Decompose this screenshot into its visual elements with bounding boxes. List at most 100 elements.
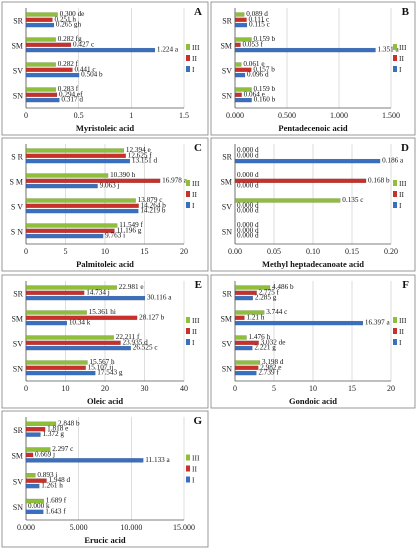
data-label: 1.948 d bbox=[49, 476, 71, 484]
data-label: 3.032 de bbox=[261, 338, 286, 346]
data-label: 15.567 h bbox=[89, 358, 115, 366]
legend-label: I bbox=[399, 338, 402, 347]
bar-III bbox=[234, 310, 265, 315]
data-label: 0.000 d bbox=[237, 146, 259, 154]
bar-II bbox=[234, 17, 247, 22]
data-label: 13.151 d bbox=[132, 157, 158, 165]
tick-label: 0.00 bbox=[228, 247, 242, 256]
category-label: SN bbox=[222, 92, 232, 101]
data-label: 0.441 c bbox=[74, 65, 95, 73]
panel-E: 0 10 20 30 40 SR 22.981 e 14.734 j 30.116 a SM 15.… bbox=[1, 274, 209, 409]
data-label: 0.000 d bbox=[237, 226, 259, 234]
bar-II bbox=[25, 315, 138, 320]
bar-II bbox=[25, 178, 161, 183]
data-label: 1.261 h bbox=[41, 482, 63, 490]
category-label: SM bbox=[220, 315, 232, 324]
x-axis-title: Palmitoleic acid bbox=[76, 259, 134, 269]
panel-A: 0 0.5 1 1.5 SR 0.300 de0.251 h0.265 gh SM 0.282… bbox=[1, 1, 209, 136]
legend-swatch bbox=[393, 328, 397, 334]
bar-III bbox=[25, 37, 56, 42]
bar-I bbox=[25, 97, 60, 103]
bar-I bbox=[25, 295, 146, 301]
panel-B: 0.000 0.500 1.000 1.500 SR 0.089 d0.111 c0.11… bbox=[210, 1, 416, 136]
data-label: 2.982 e bbox=[260, 363, 281, 371]
data-label: 0.294 ef bbox=[59, 90, 83, 98]
legend-label: I bbox=[192, 65, 195, 74]
data-label: 12.394 e bbox=[126, 146, 151, 154]
data-label: 1.224 a bbox=[157, 46, 179, 54]
bar-III bbox=[25, 335, 114, 340]
legend-label: II bbox=[192, 327, 197, 336]
panel-letter: F bbox=[402, 279, 409, 291]
category-label: SR bbox=[13, 426, 23, 435]
tick-label: 0.500 bbox=[278, 111, 296, 120]
bar-II bbox=[25, 426, 46, 432]
bar-I bbox=[25, 72, 80, 78]
data-label: 0.168 b bbox=[368, 176, 390, 184]
tick-label: 10 bbox=[309, 384, 317, 393]
data-label: 1.21 h bbox=[246, 313, 264, 321]
legend-label: III bbox=[192, 316, 200, 325]
bar-II bbox=[25, 365, 86, 370]
legend-swatch bbox=[186, 454, 190, 461]
data-label: 0.893 i bbox=[37, 471, 57, 479]
category-label: SV bbox=[13, 477, 23, 486]
bar-I bbox=[234, 47, 376, 53]
data-label: 9.063 j bbox=[100, 182, 120, 190]
data-label: 1.372 g bbox=[42, 430, 64, 438]
bar-II bbox=[25, 67, 73, 72]
legend-swatch bbox=[186, 476, 190, 483]
bar-III bbox=[25, 447, 51, 452]
data-label: 0.265 gh bbox=[56, 21, 82, 29]
data-label: 2.775 f bbox=[259, 288, 280, 296]
tick-label: 5.000 bbox=[70, 523, 88, 532]
legend-label: II bbox=[399, 327, 404, 336]
bar-I bbox=[25, 233, 104, 239]
category-label: SR bbox=[13, 290, 23, 299]
data-label: 0.115 c bbox=[249, 21, 270, 29]
x-axis-title: Myristoleic acid bbox=[76, 123, 135, 133]
data-label: 0.159 b bbox=[254, 85, 276, 93]
data-label: 1.818 e bbox=[47, 425, 68, 433]
legend-swatch bbox=[186, 317, 190, 323]
legend-label: III bbox=[399, 179, 407, 188]
data-label: 0.000 d bbox=[237, 171, 259, 179]
tick-label: 0.000 bbox=[17, 523, 35, 532]
data-label: 10.390 h bbox=[110, 171, 136, 179]
data-label: 0.160 b bbox=[254, 96, 276, 104]
x-axis-title: Gondoic acid bbox=[289, 396, 337, 406]
legend-label: II bbox=[399, 54, 404, 63]
tick-label: 0 bbox=[24, 247, 28, 256]
bar-III bbox=[234, 360, 261, 365]
bar-III bbox=[234, 62, 242, 67]
data-label: 0.000 d bbox=[237, 221, 259, 229]
panel-letter: E bbox=[195, 279, 202, 291]
data-label: 0.300 de bbox=[60, 10, 85, 18]
category-label: SV bbox=[222, 203, 232, 212]
data-label: 11.196 g bbox=[116, 226, 141, 234]
bar-II bbox=[234, 340, 259, 345]
bar-III bbox=[25, 87, 56, 92]
tick-label: 0 bbox=[233, 384, 237, 393]
bar-II bbox=[25, 92, 58, 97]
bar-I bbox=[234, 370, 257, 376]
category-label: S M bbox=[9, 178, 23, 187]
bar-I bbox=[234, 345, 253, 351]
data-label: 3.744 c bbox=[266, 308, 287, 316]
bar-II bbox=[234, 365, 259, 370]
bar-I bbox=[25, 208, 139, 214]
bar-II bbox=[234, 315, 245, 320]
tick-label: 5 bbox=[64, 247, 68, 256]
panel-letter: B bbox=[402, 6, 410, 18]
tick-label: 1 bbox=[129, 111, 133, 120]
bar-I bbox=[234, 72, 246, 78]
legend-swatch bbox=[186, 339, 190, 345]
bar-I bbox=[25, 345, 131, 351]
category-label: SM bbox=[220, 178, 232, 187]
bar-II bbox=[25, 228, 115, 233]
data-label: 28.127 b bbox=[139, 313, 165, 321]
category-label: SN bbox=[13, 365, 23, 374]
data-label: 0.251 h bbox=[54, 15, 76, 23]
tick-label: 0 bbox=[24, 111, 28, 120]
